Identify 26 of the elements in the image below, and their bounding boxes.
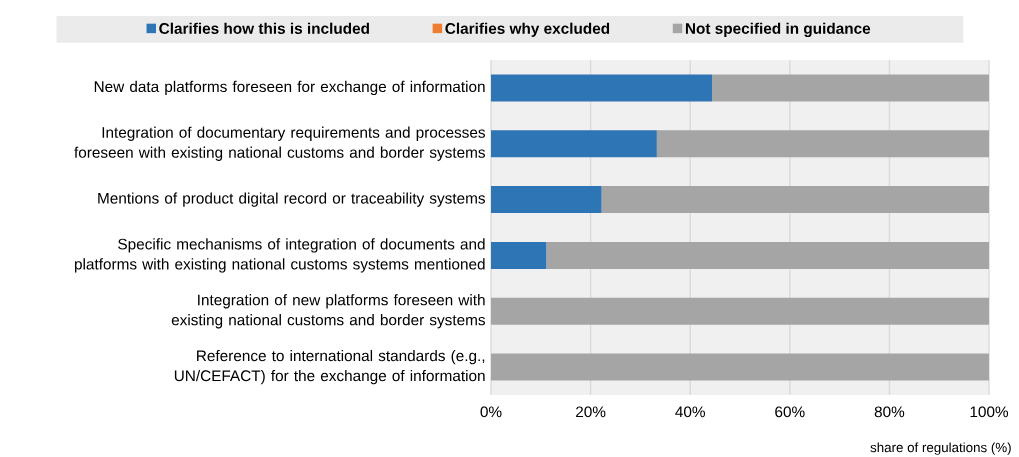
- x-tick-label: 80%: [874, 406, 905, 418]
- x-tick-label: 0%: [480, 406, 502, 418]
- bar: [491, 353, 990, 381]
- legend-label: Clarifies why excluded: [445, 22, 610, 37]
- y-tick-label: Specific mechanisms of integration of documents and platforms with existing national customs systems mentioned: [75, 238, 485, 273]
- x-tick-label: 100%: [970, 406, 1009, 418]
- bar: [601, 186, 990, 214]
- x-tick-label: 20%: [576, 406, 606, 418]
- bar: [546, 241, 990, 269]
- y-tick-label: Mentions of product digital record or traceability systems: [98, 192, 486, 207]
- y-tick-label: Integration of documentary requirements and processes foreseen with existing national customs and border systems: [74, 126, 485, 161]
- bar: [491, 74, 713, 102]
- bar: [491, 241, 547, 269]
- x-tick-label: 40%: [675, 406, 705, 418]
- bar: [491, 130, 657, 158]
- x-tick-label: 60%: [775, 406, 805, 418]
- bar: [491, 186, 602, 214]
- legend-label: Not specified in guidance: [685, 22, 871, 38]
- bar: [491, 297, 990, 325]
- y-tick-label: Reference to international standards (e.g., UN/CEFACT) for the exchange of information: [174, 349, 485, 385]
- legend-label: Clarifies how this is included: [159, 22, 369, 34]
- y-tick-label: Integration of new platforms foreseen with existing national customs and border systems: [171, 294, 486, 329]
- bar: [656, 130, 990, 158]
- y-tick-label: New data platforms foreseen for exchange of information: [94, 80, 485, 96]
- x-axis-title: share of regulations (%): [870, 442, 1011, 455]
- bar: [712, 74, 990, 102]
